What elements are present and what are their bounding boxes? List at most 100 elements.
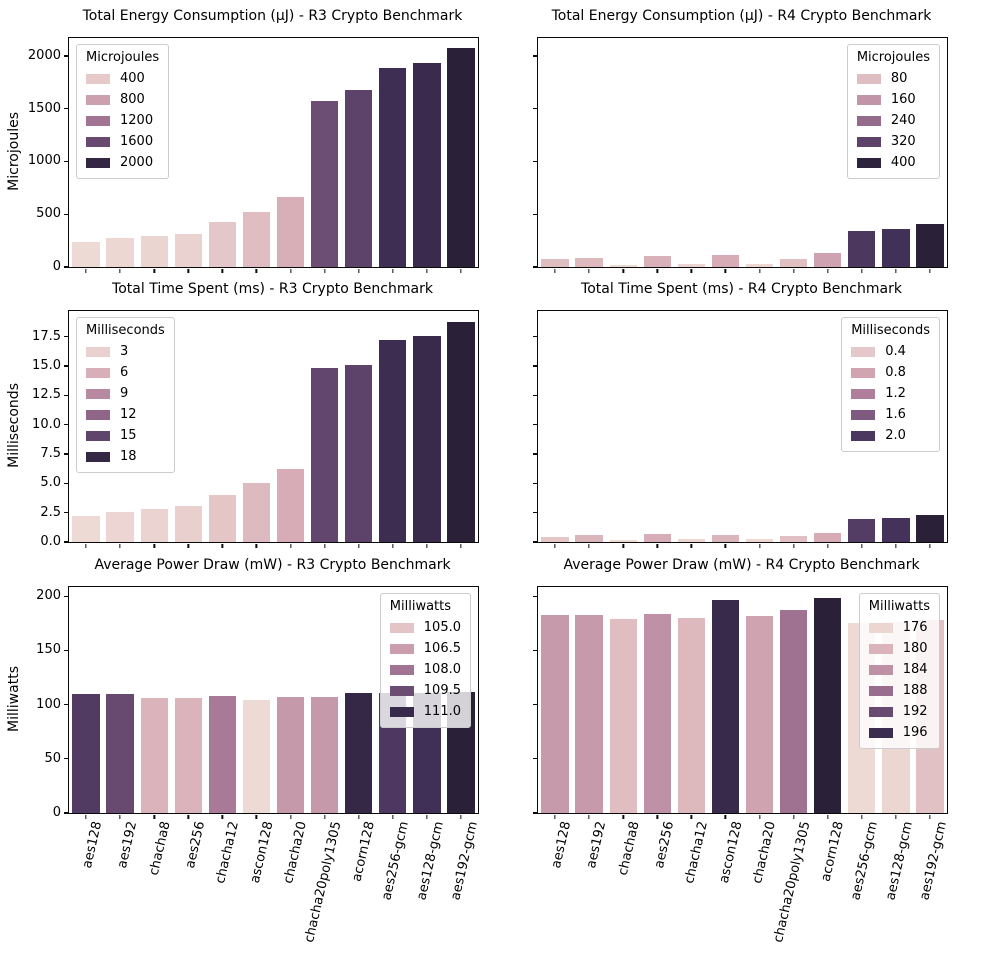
bar-aes128 [72, 693, 100, 813]
x-tick-mark [656, 814, 658, 819]
bar-aes192 [575, 257, 603, 267]
y-axis-label-text: Milliseconds [6, 383, 22, 468]
bar-acorn128 [814, 533, 842, 542]
y-tick-mark [63, 595, 68, 597]
bar-acorn128 [345, 364, 373, 542]
legend-entry: 0.4 [851, 344, 930, 360]
bar-aes128-gcm [882, 229, 910, 267]
x-tick-mark [895, 268, 897, 273]
y-tick-label: 7.5 [40, 446, 61, 462]
legend-swatch [851, 347, 876, 357]
bar-aes128-gcm [413, 63, 441, 267]
x-tick-label-aes128-gcm: aes128-gcm [882, 820, 916, 902]
legend-label: 2000 [120, 155, 154, 170]
x-tick-label-aes256: aes256 [182, 820, 208, 870]
x-tick-mark [426, 814, 428, 819]
legend-label: 188 [902, 683, 928, 698]
legend-label: 320 [890, 134, 916, 149]
x-tick-label-aes128: aes128 [549, 820, 575, 870]
x-tick-mark [119, 543, 121, 548]
x-tick-mark [792, 543, 795, 548]
x-tick-mark [622, 814, 624, 819]
bar-chacha20 [745, 263, 774, 267]
plot-energy-r4: Microjoules 80 160 240 320 400 [532, 37, 948, 273]
x-tick-mark [724, 543, 727, 548]
y-tick-label: 150 [36, 642, 61, 658]
x-tick-mark [758, 814, 761, 819]
y-tick-label: 15.0 [32, 358, 61, 374]
bar-acorn128 [814, 252, 842, 267]
bar-ascon128 [242, 211, 271, 267]
legend-label: 800 [120, 92, 145, 107]
bar-chacha20poly1305 [779, 609, 808, 813]
legend-entry: 105.0 [389, 620, 461, 636]
bar-ascon128 [242, 482, 271, 542]
x-tick-mark [792, 268, 795, 273]
legend-swatch [856, 95, 881, 105]
bar-aes128-gcm [882, 517, 910, 542]
x-tick-mark [221, 268, 224, 273]
bar-aes256-gcm [848, 230, 876, 267]
legend-swatch [389, 623, 414, 633]
x-tick-mark [588, 543, 590, 548]
legend-entry: 108.0 [389, 662, 461, 678]
legend-swatch [868, 644, 893, 654]
bar-aes192-gcm [916, 514, 944, 542]
y-tick-mark [532, 649, 537, 652]
legend-swatch [868, 665, 893, 675]
x-tick-mark [690, 814, 693, 819]
x-tick-mark [827, 268, 829, 273]
bar-aes128 [541, 258, 569, 267]
legend-label: 400 [120, 71, 145, 86]
x-tick-mark [929, 814, 931, 819]
bar-aes256-gcm [379, 340, 407, 542]
x-tick-mark [426, 543, 428, 548]
x-tick-mark [153, 268, 155, 273]
y-tick-mark [63, 266, 68, 268]
y-axis-label-text: Microjoules [6, 112, 22, 191]
bar-chacha8 [140, 698, 168, 813]
x-tick-mark [255, 268, 258, 273]
y-tick-mark [63, 541, 68, 543]
x-tick-mark [289, 268, 292, 273]
y-tick-label: 50 [44, 750, 61, 766]
x-tick-mark [792, 814, 795, 819]
bar-aes256 [174, 698, 202, 813]
x-tick-mark [554, 268, 556, 273]
bar-aes192 [106, 511, 134, 542]
y-tick-mark [532, 336, 537, 338]
legend-label: 240 [890, 113, 916, 128]
y-tick-mark [532, 541, 537, 543]
y-tick-label: 0.0 [40, 534, 61, 550]
x-tick-mark [690, 268, 693, 273]
legend-entry: 2.0 [851, 428, 930, 444]
y-tick-mark [63, 512, 68, 514]
bar-aes192-gcm [916, 224, 944, 267]
x-tick-mark [554, 814, 556, 819]
bar-acorn128 [345, 692, 373, 813]
x-tick-mark [588, 268, 590, 273]
bar-aes192-gcm [447, 47, 475, 267]
legend-label: 400 [890, 155, 916, 170]
x-tick-mark [861, 268, 863, 273]
x-tick-label-aes192: aes192 [583, 820, 609, 870]
legend-swatch [86, 137, 110, 147]
x-tick-mark [119, 268, 121, 273]
bar-aes192 [106, 694, 134, 813]
bar-chacha8 [609, 539, 637, 542]
legend-label: 15 [120, 428, 137, 443]
legend-swatch [86, 410, 110, 420]
y-tick-mark [532, 394, 537, 397]
legend-entry: 111.0 [389, 704, 461, 720]
legend-label: 160 [890, 92, 916, 107]
legend-entry: 1.2 [851, 386, 930, 402]
x-tick-label-aes256-gcm: aes256-gcm [379, 820, 413, 902]
legend: Microjoules 400 800 1200 1600 2000 [76, 44, 170, 179]
x-tick-mark [119, 814, 121, 819]
legend-swatch [868, 728, 893, 738]
chart-title-time-r4: Total Time Spent (ms) - R4 Crypto Benchm… [581, 281, 902, 297]
bar-acorn128 [345, 90, 373, 267]
legend-swatch [389, 686, 414, 696]
x-tick-mark [85, 268, 87, 273]
legend-entry: 184 [868, 662, 930, 678]
